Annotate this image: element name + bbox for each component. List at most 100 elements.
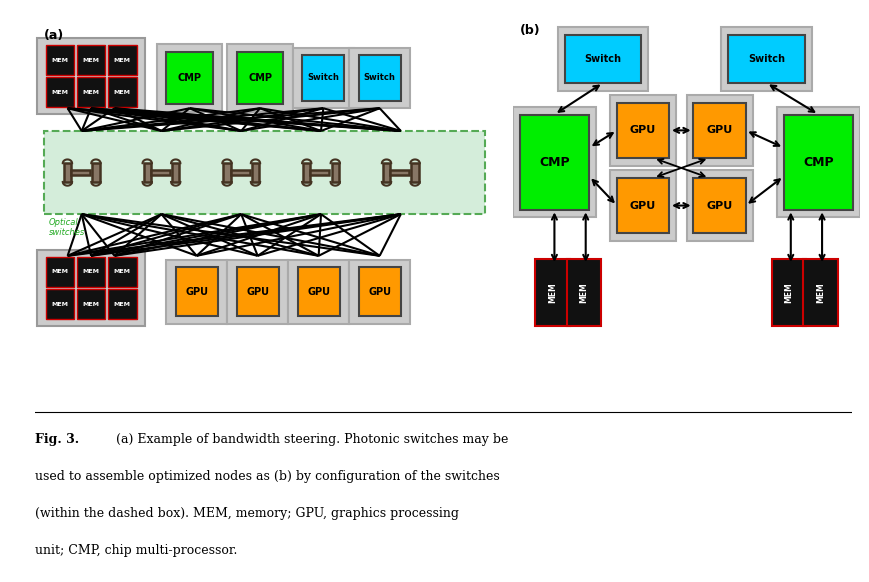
Bar: [411, 163, 419, 182]
Text: (within the dashed box). MEM, memory; GPU, graphics processing: (within the dashed box). MEM, memory; GP…: [35, 507, 459, 520]
Text: MEM: MEM: [83, 269, 100, 274]
Bar: [535, 259, 570, 327]
Text: MEM: MEM: [51, 269, 69, 274]
Bar: [520, 115, 589, 210]
Bar: [777, 107, 860, 218]
Bar: [390, 170, 409, 175]
Text: used to assemble optimized nodes as (b) by configuration of the switches: used to assemble optimized nodes as (b) …: [35, 470, 500, 483]
Text: Optical
switches: Optical switches: [49, 218, 85, 237]
Bar: [45, 257, 74, 287]
Bar: [108, 45, 136, 75]
Text: Switch: Switch: [364, 73, 395, 83]
Bar: [37, 38, 145, 114]
Bar: [558, 27, 648, 91]
Text: Switch: Switch: [308, 73, 339, 83]
Text: GPU: GPU: [630, 125, 656, 136]
Text: GPU: GPU: [706, 201, 733, 211]
Text: MEM: MEM: [114, 269, 131, 274]
Bar: [610, 170, 676, 241]
Text: MEM: MEM: [51, 58, 69, 62]
Text: MEM: MEM: [83, 58, 100, 62]
Text: Switch: Switch: [748, 54, 785, 64]
Bar: [172, 163, 179, 182]
Bar: [108, 257, 136, 287]
Text: Switch: Switch: [585, 54, 621, 64]
Text: (a) Example of bandwidth steering. Photonic switches may be: (a) Example of bandwidth steering. Photo…: [104, 433, 508, 446]
Bar: [37, 250, 145, 326]
Text: (b): (b): [520, 23, 541, 37]
Bar: [617, 178, 669, 233]
Bar: [349, 48, 410, 108]
Bar: [76, 45, 105, 75]
Bar: [63, 163, 71, 182]
Text: GPU: GPU: [630, 201, 656, 211]
Bar: [166, 260, 227, 324]
Bar: [108, 289, 136, 319]
Text: MEM: MEM: [580, 282, 588, 303]
Bar: [289, 260, 349, 324]
Text: Fig. 3.: Fig. 3.: [35, 433, 79, 446]
Bar: [151, 170, 170, 175]
Bar: [332, 163, 339, 182]
Bar: [693, 178, 746, 233]
Bar: [230, 170, 249, 175]
Bar: [236, 52, 283, 105]
Bar: [693, 102, 746, 158]
Bar: [567, 259, 601, 327]
Text: GPU: GPU: [246, 287, 269, 297]
Bar: [310, 170, 329, 175]
Bar: [92, 163, 100, 182]
Bar: [772, 259, 806, 327]
Bar: [227, 44, 293, 112]
Bar: [617, 102, 669, 158]
Bar: [803, 259, 838, 327]
Bar: [45, 289, 74, 319]
Bar: [44, 131, 485, 214]
Bar: [687, 95, 753, 166]
Bar: [45, 77, 74, 107]
Bar: [71, 170, 90, 175]
Text: MEM: MEM: [816, 282, 825, 303]
Bar: [227, 260, 289, 324]
Text: GPU: GPU: [185, 287, 209, 297]
Bar: [176, 267, 218, 317]
Text: MEM: MEM: [83, 90, 100, 95]
Bar: [45, 45, 74, 75]
Bar: [252, 163, 259, 182]
Text: (a): (a): [44, 29, 64, 42]
Bar: [513, 107, 596, 218]
Bar: [76, 289, 105, 319]
Bar: [687, 170, 753, 241]
Text: MEM: MEM: [114, 90, 131, 95]
Text: CMP: CMP: [803, 155, 834, 169]
Text: GPU: GPU: [706, 125, 733, 136]
Text: MEM: MEM: [114, 301, 131, 307]
Bar: [303, 163, 310, 182]
Bar: [76, 77, 105, 107]
Bar: [297, 267, 340, 317]
Text: MEM: MEM: [51, 90, 69, 95]
Bar: [359, 55, 401, 101]
Bar: [565, 36, 641, 83]
Bar: [108, 77, 136, 107]
Text: CMP: CMP: [248, 73, 272, 83]
Bar: [166, 52, 213, 105]
Bar: [728, 36, 805, 83]
Bar: [143, 163, 151, 182]
Text: MEM: MEM: [83, 301, 100, 307]
Bar: [236, 267, 279, 317]
Text: CMP: CMP: [177, 73, 202, 83]
Bar: [721, 27, 812, 91]
Bar: [302, 55, 344, 101]
Bar: [383, 163, 390, 182]
Bar: [223, 163, 230, 182]
Bar: [784, 115, 853, 210]
Text: MEM: MEM: [548, 282, 557, 303]
Text: MEM: MEM: [114, 58, 131, 62]
Bar: [293, 48, 354, 108]
Text: CMP: CMP: [539, 155, 570, 169]
Text: MEM: MEM: [51, 301, 69, 307]
Text: GPU: GPU: [307, 287, 330, 297]
Bar: [610, 95, 676, 166]
Bar: [156, 44, 222, 112]
